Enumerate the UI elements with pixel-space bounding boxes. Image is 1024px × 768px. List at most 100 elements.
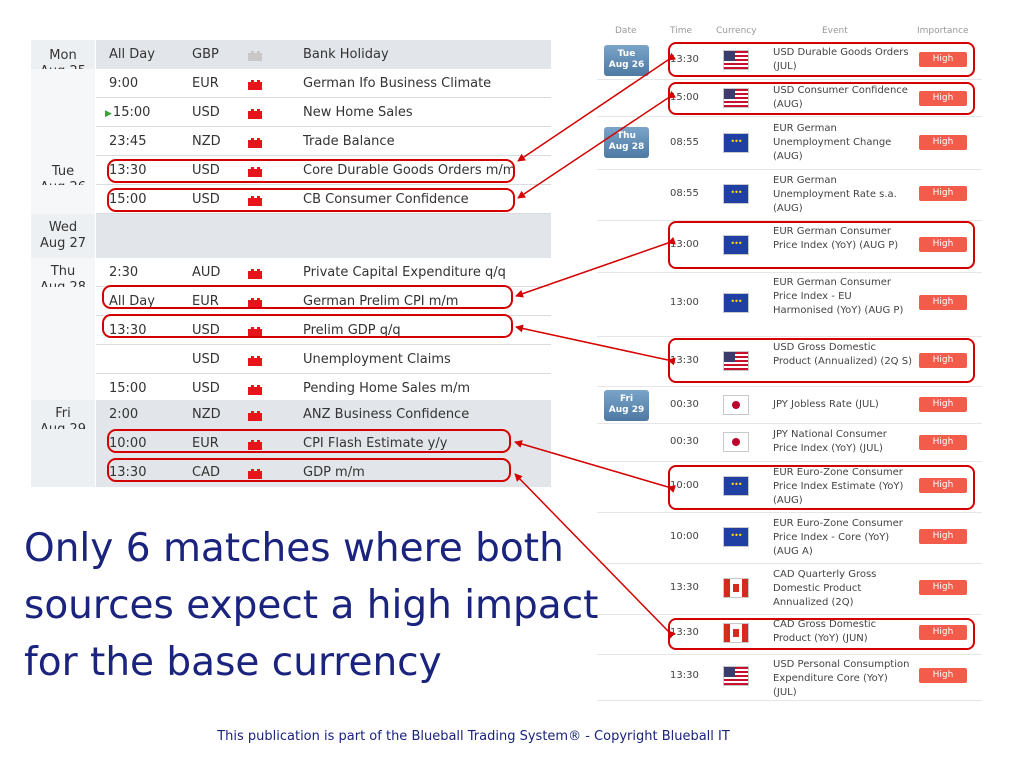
eu-flag-icon [723,235,749,255]
header-date: Date [615,26,637,36]
time-cell: ▶15:00 [105,105,150,122]
time-cell: 13:30 [109,323,147,338]
time-cell: 13:30 [670,355,699,366]
header-currency: Currency [716,26,757,36]
date-cell [31,287,95,316]
table-row[interactable]: Fri Aug 29 2:00 NZD ANZ Business Confide… [31,400,551,437]
time-cell: 13:30 [670,627,699,638]
event-cell: Trade Balance [303,134,395,149]
left-calendar: Mon Aug 25 All Day GBP Bank Holiday 9:00… [31,40,551,487]
time-cell: 10:00 [670,480,699,491]
table-row[interactable]: 13:30 USD Personal Consumption Expenditu… [597,655,982,701]
impact-high-icon [248,167,262,177]
importance-badge: High [919,237,967,252]
time-cell: 13:30 [670,54,699,65]
time-cell: 9:00 [109,76,139,91]
table-row[interactable]: 9:00 EUR German Ifo Business Climate [31,69,551,98]
impact-high-icon [248,411,262,421]
table-row[interactable]: 10:00 EUR Euro-Zone Consumer Price Index… [597,513,982,564]
table-row[interactable]: 13:00 EUR German Consumer Price Index - … [597,273,982,337]
event-cell: German Ifo Business Climate [303,76,492,91]
table-row[interactable]: 13:30 USD Gross Domestic Product (Annual… [597,337,982,387]
time-cell: 08:55 [670,188,699,199]
event-cell: EUR Euro-Zone Consumer Price Index Estim… [773,467,904,506]
table-row[interactable]: Fri Aug 29 00:30 JPY Jobless Rate (JUL) H… [597,387,982,424]
match-highlight [107,159,515,183]
event-cell: EUR German Consumer Price Index (YoY) (A… [773,226,899,251]
match-highlight [668,465,975,510]
date-cell [31,458,95,487]
match-highlight [668,42,975,77]
match-highlight [102,285,513,309]
table-row[interactable]: ▶15:00 USD New Home Sales [31,98,551,127]
table-row[interactable]: 00:30 JPY National Consumer Price Index … [597,424,982,462]
time-cell: 13:00 [670,239,699,250]
table-row[interactable]: 13:30 CAD Quarterly Gross Domestic Produ… [597,564,982,615]
currency-cell: USD [192,352,220,367]
date-cell: Tue Aug 26 [31,156,95,195]
match-highlight [102,314,513,338]
time-cell: 15:00 [670,92,699,103]
table-row[interactable]: 15:00 USD Consumer Confidence (AUG) High [597,80,982,117]
table-row[interactable]: 23:45 NZD Trade Balance [31,127,551,156]
currency-cell: USD [192,105,220,120]
match-highlight [668,618,975,650]
date-label: Aug 28 [608,142,645,152]
eu-flag-icon [723,527,749,547]
right-calendar: Date Time Currency Event Importance Tue A… [597,22,982,702]
play-icon: ▶ [105,109,112,119]
table-row[interactable]: 13:30 USD Prelim GDP q/q [31,316,551,345]
us-flag-icon [723,50,749,70]
table-row[interactable]: 10:00 EUR Euro-Zone Consumer Price Index… [597,462,982,513]
table-row[interactable]: 08:55 EUR German Unemployment Rate s.a. … [597,170,982,221]
table-row[interactable]: Thu Aug 28 2:30 AUD Private Capital Expe… [31,258,551,295]
currency-cell: AUD [192,265,221,280]
time-cell: All Day [109,294,155,309]
date-cell [31,98,95,127]
currency-cell: USD [192,192,220,207]
eu-flag-icon [723,293,749,313]
event-cell: Pending Home Sales m/m [303,381,471,396]
date-cell [31,429,95,458]
table-row[interactable]: USD Unemployment Claims [31,345,551,374]
match-highlight [668,338,975,383]
currency-cell: USD [192,381,220,396]
importance-badge: High [919,397,967,412]
day-label: Thu [50,264,76,279]
date-badge: Fri Aug 29 [604,390,649,421]
impact-high-icon [248,469,262,479]
impact-high-icon [248,138,262,148]
day-label: Fri [55,406,71,421]
time-cell: 15:00 [109,192,147,207]
table-row[interactable]: 15:00 USD Pending Home Sales m/m [31,374,551,403]
table-row[interactable]: Mon Aug 25 All Day GBP Bank Holiday [31,40,551,79]
us-flag-icon [723,88,749,108]
table-row[interactable]: 13:00 EUR German Consumer Price Index (Y… [597,221,982,273]
impact-high-icon [248,269,262,279]
currency-cell: EUR [192,436,219,451]
eu-flag-icon [723,133,749,153]
date-cell: Wed Aug 27 [31,214,95,258]
importance-badge: High [919,668,967,683]
table-row[interactable]: 13:30 CAD GDP m/m [31,458,551,487]
event-cell: ANZ Business Confidence [303,407,470,422]
table-row[interactable]: Wed Aug 27 [31,214,551,258]
date-cell [31,374,95,403]
match-highlight [668,221,975,269]
impact-high-icon [248,109,262,119]
importance-badge: High [919,580,967,595]
event-cell: German Prelim CPI m/m [303,294,459,309]
importance-badge: High [919,435,967,450]
event-cell: Unemployment Claims [303,352,451,367]
table-row[interactable]: 13:30 CAD Gross Domestic Product (YoY) (… [597,615,982,655]
importance-badge: High [919,478,967,493]
day-label: Thu [617,131,636,141]
importance-badge: High [919,625,967,640]
time-cell: 13:30 [109,163,147,178]
match-highlight [668,82,975,115]
event-cell: USD Consumer Confidence (AUG) [773,85,908,110]
table-row[interactable]: 10:00 EUR CPI Flash Estimate y/y [31,429,551,458]
day-label: Mon [49,48,77,63]
footer-text: This publication is part of the Blueball… [217,729,730,744]
